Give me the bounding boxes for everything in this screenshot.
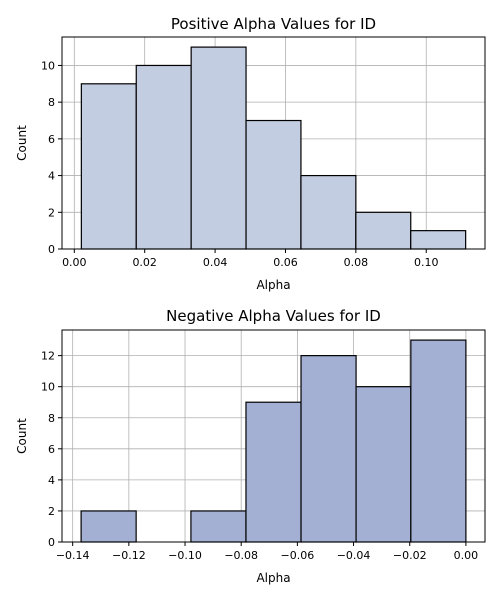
chart-title: Negative Alpha Values for ID — [166, 307, 381, 325]
y-tick-label: 6 — [48, 443, 55, 456]
histogram-bar — [245, 119, 302, 250]
histogram-bar — [410, 339, 467, 543]
y-tick-label: 4 — [48, 170, 55, 183]
x-ticks: −0.14 −0.12 −0.10 −0.08 −0.06 −0.04 −0.02 0.00 — [56, 542, 478, 562]
chart-negative-alpha: Negative Alpha Values for ID −0.14 −0.12−… — [15, 307, 486, 585]
x-tick-label: 0.08 — [344, 256, 369, 269]
histogram-bar — [355, 386, 412, 543]
bars-layer — [80, 339, 467, 543]
x-tick-label: −0.14 — [56, 549, 90, 562]
x-tick-label: 0.02 — [132, 256, 157, 269]
y-tick-label: 0 — [48, 536, 55, 549]
histogram-bar — [355, 211, 412, 250]
x-axis-label: Alpha — [256, 571, 290, 585]
y-tick-label: 10 — [41, 381, 55, 394]
plot-frame — [61, 36, 486, 250]
y-tick-label: 0 — [48, 243, 55, 256]
x-axis-label: Alpha — [256, 278, 290, 292]
plot-frame — [61, 329, 486, 543]
bars-layer — [80, 46, 467, 250]
y-ticks: 0 2 4 6 8 10 12 — [41, 350, 62, 549]
x-tick-label: 0.06 — [273, 256, 298, 269]
histogram-bar — [80, 83, 137, 250]
y-axis-label: Count — [15, 418, 29, 454]
y-tick-label: 8 — [48, 96, 55, 109]
histogram-bar — [80, 510, 137, 543]
x-tick-label: 0.00 — [62, 256, 87, 269]
y-tick-label: 4 — [48, 474, 55, 487]
x-tick-label: 0.04 — [203, 256, 228, 269]
y-tick-label: 2 — [48, 505, 55, 518]
y-tick-label: 6 — [48, 133, 55, 146]
histogram-bar — [190, 510, 247, 543]
y-tick-label: 10 — [41, 59, 55, 72]
y-ticks: 0 2 4 6 8 10 — [41, 59, 62, 256]
y-tick-label: 12 — [41, 350, 55, 363]
y-tick-label: 8 — [48, 412, 55, 425]
x-tick-label: −0.02 — [393, 549, 427, 562]
chart-title: Positive Alpha Values for ID — [171, 15, 376, 33]
x-ticks: 0.00 0.02 0.04 0.06 0.08 0.10 — [62, 249, 438, 269]
chart-positive-alpha: Positive Alpha Values for ID 0.00 0.02 0.0… — [15, 15, 486, 292]
histogram-bar — [300, 355, 357, 543]
x-tick-label: −0.10 — [168, 549, 202, 562]
x-tick-label: 0.00 — [454, 549, 479, 562]
histogram-bar — [245, 401, 302, 543]
histogram-bar — [410, 230, 467, 250]
histogram-bar — [135, 64, 192, 250]
y-tick-label: 2 — [48, 206, 55, 219]
histogram-bar — [300, 174, 357, 250]
y-axis-label: Count — [15, 125, 29, 161]
x-tick-label: −0.12 — [112, 549, 146, 562]
histogram-bar — [190, 46, 247, 250]
x-tick-label: −0.06 — [281, 549, 315, 562]
x-tick-label: 0.10 — [414, 256, 439, 269]
x-tick-label: −0.08 — [224, 549, 258, 562]
x-tick-label: −0.04 — [337, 549, 371, 562]
